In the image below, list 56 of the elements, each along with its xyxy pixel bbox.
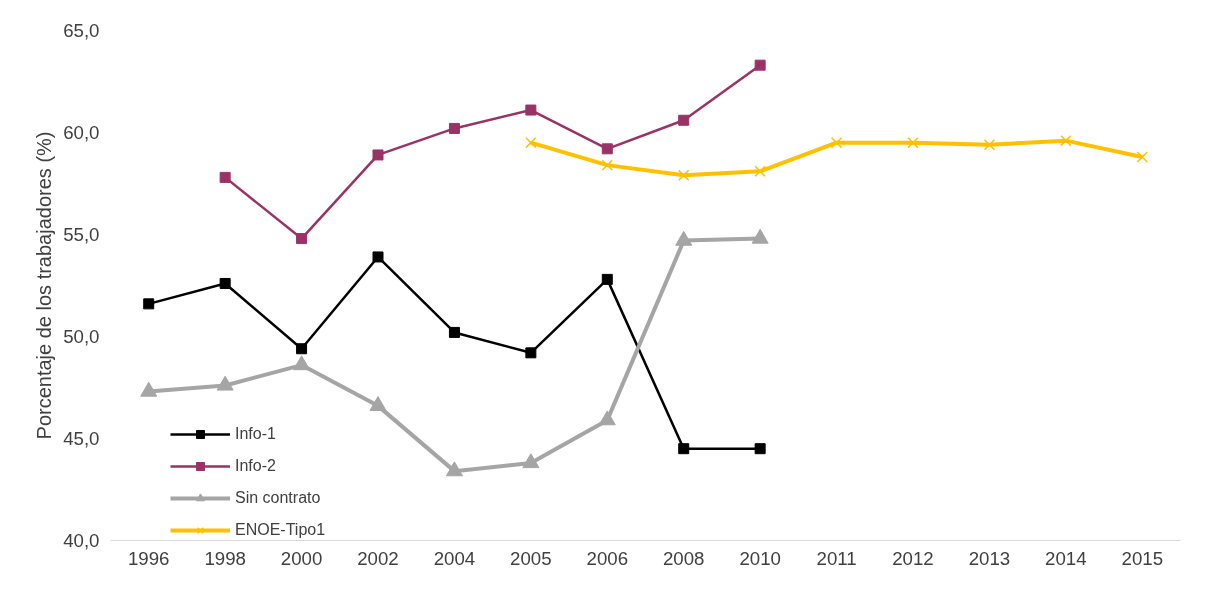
point	[219, 277, 231, 289]
x-tick-label: 2014	[1045, 547, 1087, 569]
point	[983, 139, 996, 151]
point	[448, 326, 460, 338]
y-tick-label: 55,0	[63, 224, 100, 245]
point	[522, 453, 540, 469]
point	[372, 251, 384, 263]
y-tick-label: 45,0	[63, 428, 100, 449]
point	[525, 347, 537, 359]
legend-label: ENOE-Tipo1	[235, 521, 326, 539]
x-tick-label: 2005	[510, 547, 552, 569]
point	[601, 273, 613, 285]
x-tick-label: 2008	[662, 547, 705, 569]
point	[445, 461, 463, 477]
legend-label: Info-2	[235, 457, 276, 475]
point	[143, 298, 155, 310]
point	[754, 165, 766, 177]
point	[601, 159, 613, 171]
point	[907, 137, 919, 149]
point	[830, 137, 843, 149]
x-tick-label: 2015	[1121, 547, 1164, 569]
x-tick-label: 2012	[892, 547, 934, 569]
point	[293, 355, 311, 371]
x-tick-label: 1996	[127, 547, 170, 569]
point	[598, 410, 616, 426]
point	[1060, 134, 1072, 147]
point	[525, 104, 537, 116]
point	[369, 396, 387, 411]
point	[448, 122, 460, 134]
x-tick-label: 2000	[280, 547, 323, 569]
point	[372, 149, 384, 161]
x-tick-label: 2002	[357, 547, 399, 569]
point	[216, 375, 234, 391]
point	[1136, 151, 1148, 163]
point	[296, 233, 308, 245]
point	[525, 137, 537, 149]
legend-label: Info-1	[235, 425, 276, 443]
legend-label: Sin contrato	[235, 489, 321, 507]
x-tick-label: 2013	[968, 547, 1011, 569]
y-axis-title: Porcentaje de los trabajadores (%)	[33, 131, 56, 440]
y-tick-label: 60,0	[63, 122, 100, 143]
x-tick-label: 2006	[586, 547, 629, 569]
point	[140, 381, 158, 397]
point	[678, 169, 690, 182]
x-tick-label: 2011	[816, 547, 857, 569]
point	[296, 343, 308, 355]
y-tick-label: 65,0	[63, 20, 100, 41]
x-tick-label: 1998	[204, 547, 246, 569]
y-tick-label: 50,0	[63, 326, 100, 347]
y-tick-label: 40,0	[63, 530, 100, 551]
point	[219, 171, 231, 183]
point	[601, 143, 613, 155]
x-tick-label: 2004	[433, 547, 476, 569]
point	[754, 59, 766, 71]
x-tick-label: 2010	[739, 547, 781, 569]
point	[678, 114, 690, 126]
